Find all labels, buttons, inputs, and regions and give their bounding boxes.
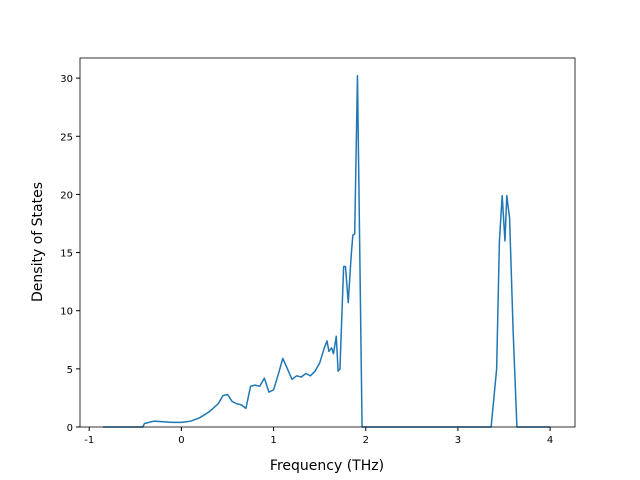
x-tick-label: 0 <box>178 435 184 446</box>
y-tick-label: 20 <box>60 190 73 201</box>
x-axis-label: Frequency (THz) <box>270 458 384 474</box>
x-tick-label: 2 <box>363 435 369 446</box>
x-tick-label: 4 <box>547 435 553 446</box>
x-tick-label: 1 <box>270 435 276 446</box>
x-tick-label: -1 <box>84 435 94 446</box>
y-tick-label: 10 <box>60 307 73 318</box>
series-line <box>103 75 551 428</box>
y-axis-label: Density of States <box>30 182 46 302</box>
y-tick-label: 30 <box>60 74 73 85</box>
y-tick-label: 5 <box>67 365 73 376</box>
plot-frame <box>79 57 576 428</box>
x-tick-label: 3 <box>455 435 461 446</box>
y-tick-label: 15 <box>60 249 73 260</box>
y-tick-label: 0 <box>67 423 73 434</box>
y-tick-label: 25 <box>60 132 73 143</box>
